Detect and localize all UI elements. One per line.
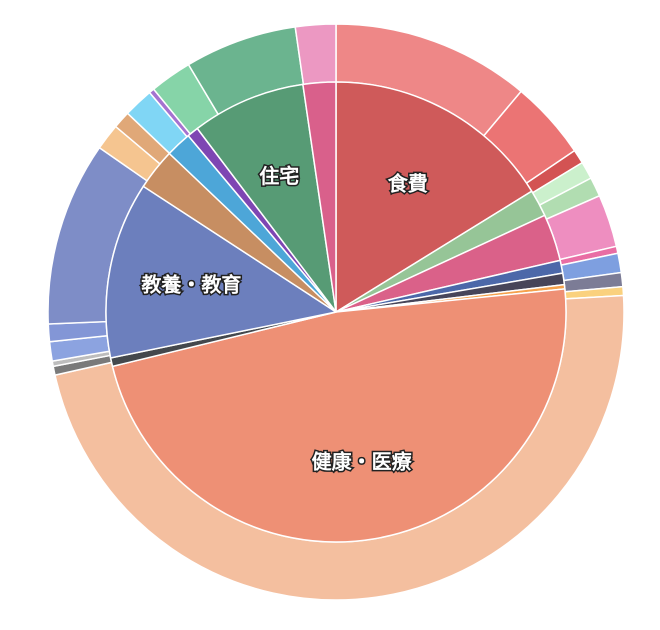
- slice-label-6: 健康・医療: [312, 450, 412, 474]
- inner-ring: [105, 81, 567, 543]
- inner-slice-0: [335, 81, 533, 314]
- inner-slice-8: [105, 185, 338, 359]
- slice-label-0: 食費: [388, 171, 428, 195]
- inner-slice-6: [111, 288, 567, 543]
- inner-slice-13: [302, 81, 337, 313]
- slice-label-12: 住宅: [259, 164, 299, 188]
- slice-label-8: 教養・教育: [141, 272, 241, 296]
- inner-slice-12: [196, 83, 337, 313]
